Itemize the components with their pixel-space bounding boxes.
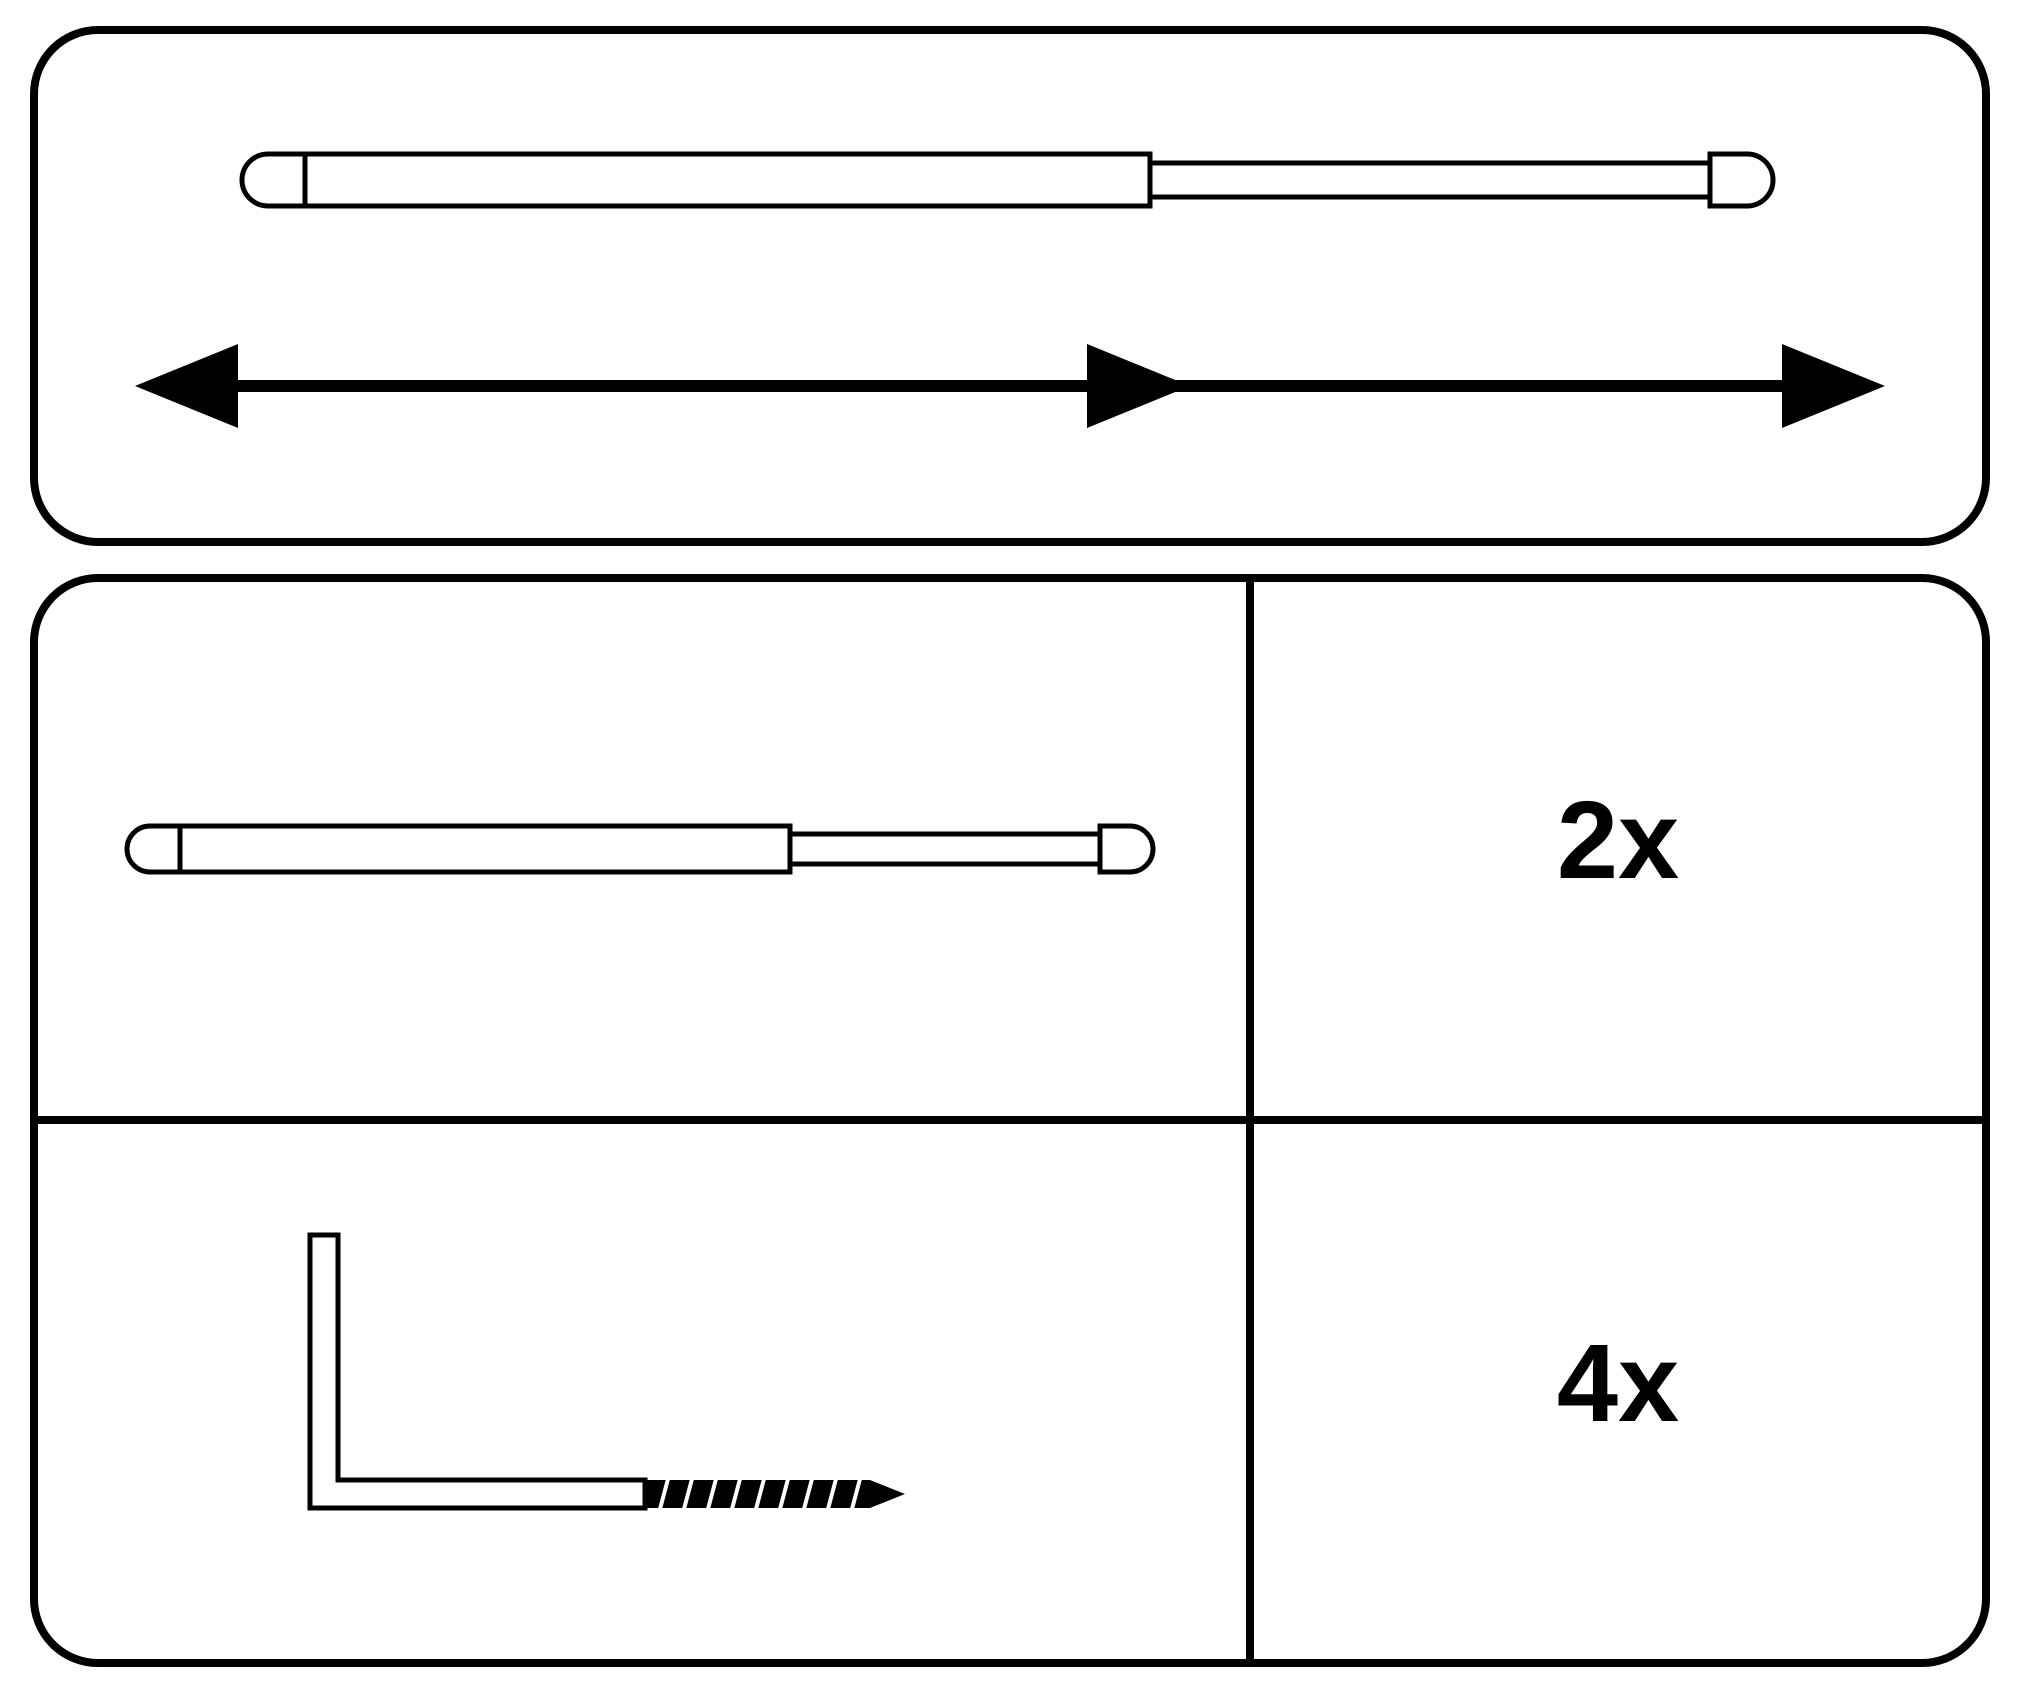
rod-large-right-cap: [1710, 154, 1773, 206]
instruction-sheet: 2x: [0, 0, 2020, 1699]
extension-arrow-head-left: [135, 344, 238, 428]
rod-small-inner-tube: [790, 834, 1100, 864]
quantity-label-rod: 2x: [1557, 779, 1679, 902]
panel-top-frame: [34, 30, 1986, 542]
rod-large-inner-tube: [1150, 163, 1710, 197]
panel-table: 2x: [34, 578, 1986, 1663]
l-hook: [310, 1235, 905, 1509]
rod-large-left-cap: [242, 154, 305, 206]
rod-small-left-cap: [127, 826, 180, 872]
rod-large-outer-tube: [305, 154, 1150, 206]
l-hook-body: [310, 1235, 645, 1508]
rod-small-outer-tube: [180, 826, 790, 872]
table-row: 2x: [127, 779, 1679, 902]
rod-small: [127, 826, 1153, 872]
table-row: 4x: [310, 1235, 1679, 1509]
rod-small-right-cap: [1100, 826, 1153, 872]
diagram-svg: 2x: [0, 0, 2020, 1699]
extension-arrow: [135, 344, 1885, 428]
extension-arrow-head-mid: [1087, 344, 1190, 428]
rod-large: [242, 154, 1773, 206]
quantity-label-lhook: 4x: [1557, 1322, 1679, 1445]
extension-arrow-shaft: [205, 380, 1815, 392]
extension-arrow-head-right: [1782, 344, 1885, 428]
panel-top: [34, 30, 1986, 542]
